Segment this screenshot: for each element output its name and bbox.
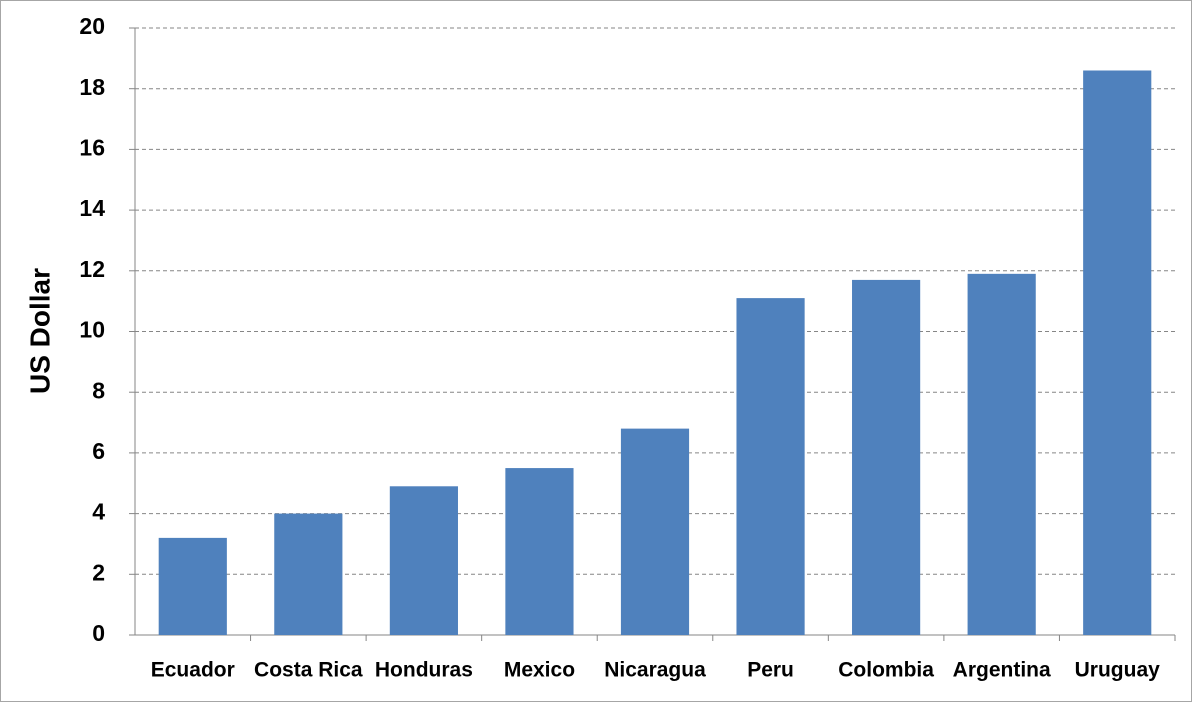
y-tick-label: 10 [79,317,105,343]
x-tick-label: Nicaragua [604,659,706,682]
y-tick-label: 14 [79,195,105,221]
y-tick-label: 16 [79,134,105,160]
y-tick-label: 20 [79,13,105,39]
bar [1083,70,1152,636]
bar [274,513,343,635]
x-tick-label: Uruguay [1075,659,1161,682]
bar [389,486,458,635]
y-tick-label: 8 [92,377,105,403]
bar [967,273,1036,635]
y-tick-label: 6 [92,438,105,464]
bar [505,468,574,635]
x-tick-label: Mexico [504,659,575,682]
bar [620,428,690,635]
x-tick-label: Honduras [375,659,473,682]
y-tick-label: 0 [92,620,105,646]
x-tick-label: Costa Rica [254,659,363,682]
y-tick-label: 4 [92,499,105,525]
x-tick-label: Argentina [953,659,1051,682]
x-tick-label: Ecuador [151,659,235,682]
y-tick-label: 18 [79,74,105,100]
y-tick-label: 12 [79,256,105,282]
y-tick-label: 2 [92,559,105,585]
y-axis-label: US Dollar [24,268,55,394]
bar [736,298,805,635]
bar [852,279,921,635]
x-tick-label: Colombia [838,659,934,682]
bar [158,537,227,635]
x-tick-label: Peru [747,659,794,682]
